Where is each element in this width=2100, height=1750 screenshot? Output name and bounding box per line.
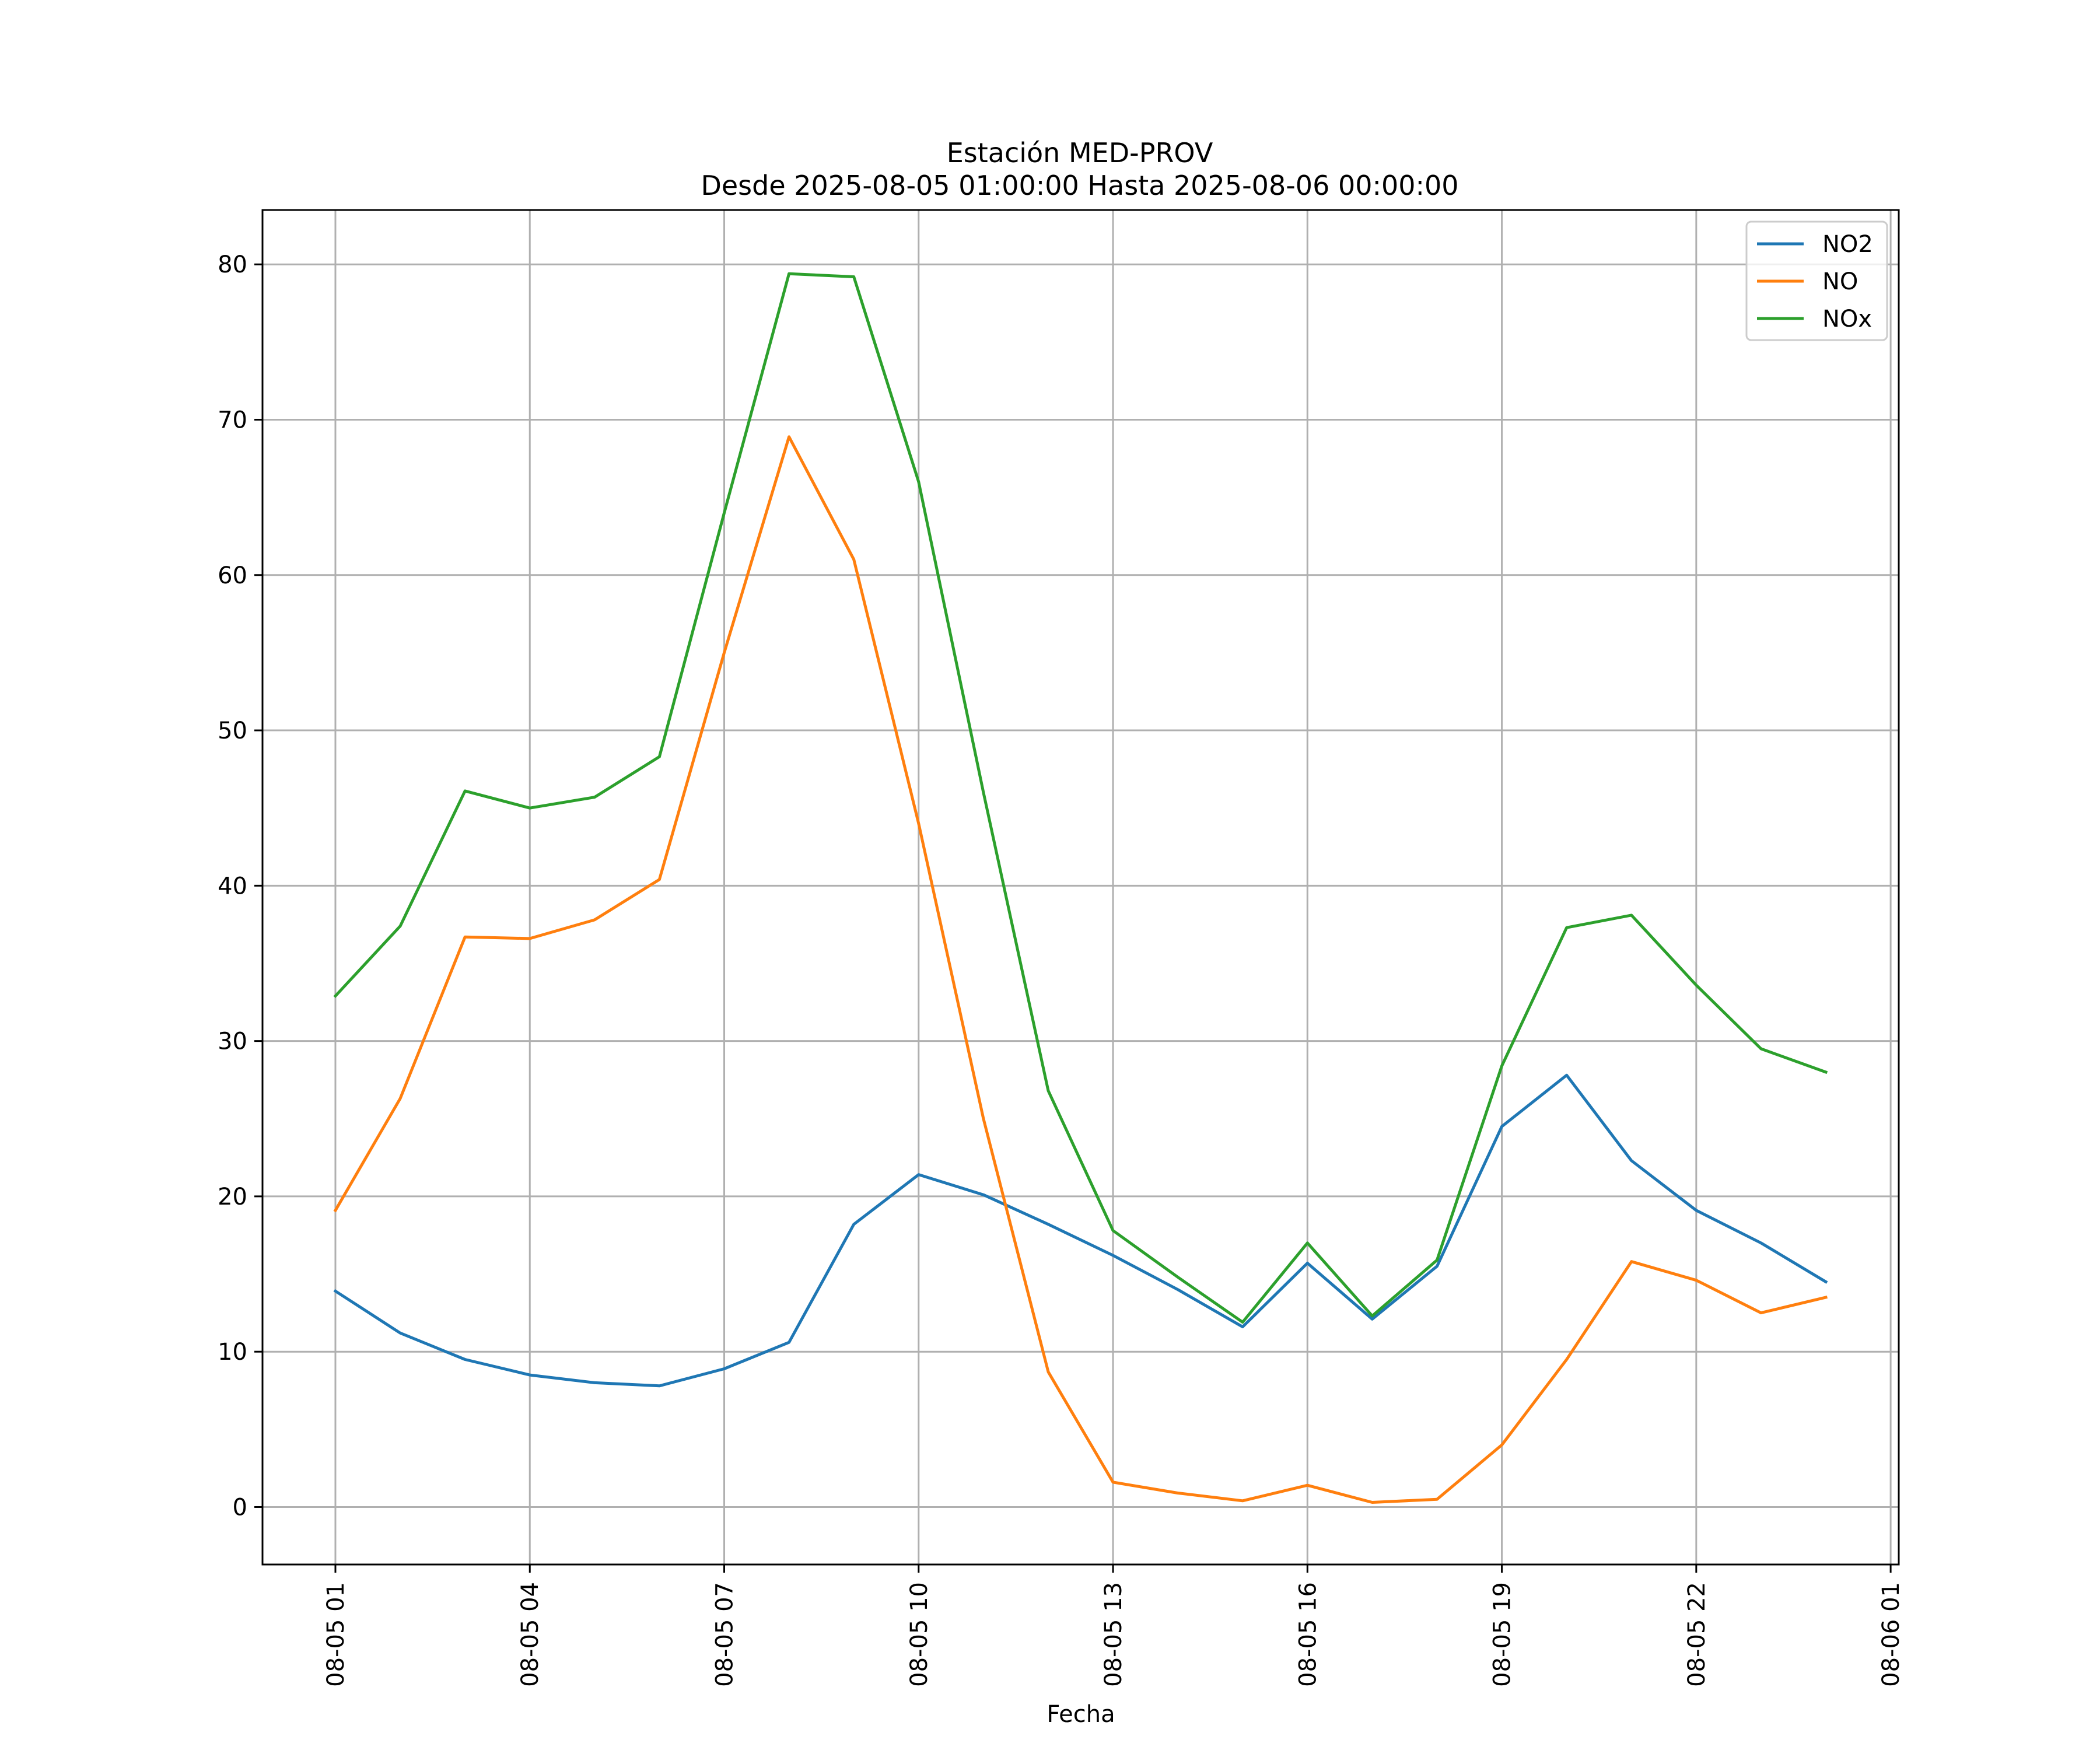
x-axis-label: Fecha bbox=[1046, 1701, 1115, 1728]
x-tick-label: 08-05 13 bbox=[1100, 1582, 1127, 1687]
legend-box bbox=[1745, 220, 1888, 341]
series-line-nox bbox=[333, 272, 1828, 1324]
x-tick-label: 08-05 07 bbox=[712, 1582, 738, 1687]
x-tick-label: 08-05 22 bbox=[1684, 1582, 1710, 1687]
y-tick-label: 20 bbox=[218, 1184, 247, 1210]
y-tick-label: 70 bbox=[218, 407, 247, 433]
y-tick-label: 30 bbox=[218, 1028, 247, 1055]
plot-area-frame bbox=[261, 209, 1900, 1566]
y-tick-label: 80 bbox=[218, 251, 247, 278]
series-line-no2 bbox=[333, 1073, 1828, 1388]
chart-subtitle: Desde 2025-08-05 01:00:00 Hasta 2025-08-… bbox=[701, 170, 1458, 201]
y-tick-label: 60 bbox=[218, 562, 247, 589]
x-tick-label: 08-05 01 bbox=[323, 1582, 349, 1687]
legend: NO2 NO NOx bbox=[1745, 220, 1888, 341]
y-axis-ticks: 0 10 20 30 40 50 60 70 80 bbox=[218, 251, 262, 1521]
legend-label-no2: NO2 bbox=[1822, 231, 1873, 258]
x-tick-label: 08-05 16 bbox=[1294, 1582, 1321, 1687]
grid bbox=[262, 210, 1899, 1564]
y-tick-label: 50 bbox=[218, 718, 247, 744]
y-tick-label: 10 bbox=[218, 1339, 247, 1366]
y-tick-label: 0 bbox=[233, 1494, 247, 1521]
x-tick-label: 08-05 04 bbox=[517, 1582, 544, 1687]
x-tick-label: 08-06 01 bbox=[1878, 1582, 1905, 1687]
x-tick-label: 08-05 10 bbox=[906, 1582, 933, 1687]
series-lines bbox=[333, 272, 1828, 1504]
y-tick-label: 40 bbox=[218, 873, 247, 900]
legend-label-no: NO bbox=[1822, 268, 1858, 295]
chart-title: Estación MED-PROV bbox=[947, 137, 1213, 169]
series-line-no bbox=[333, 435, 1828, 1504]
x-tick-label: 08-05 19 bbox=[1489, 1582, 1516, 1687]
legend-label-nox: NOx bbox=[1822, 306, 1872, 332]
x-axis-ticks: 08-05 01 08-05 04 08-05 07 08-05 10 08-05 13… bbox=[323, 1564, 1905, 1687]
